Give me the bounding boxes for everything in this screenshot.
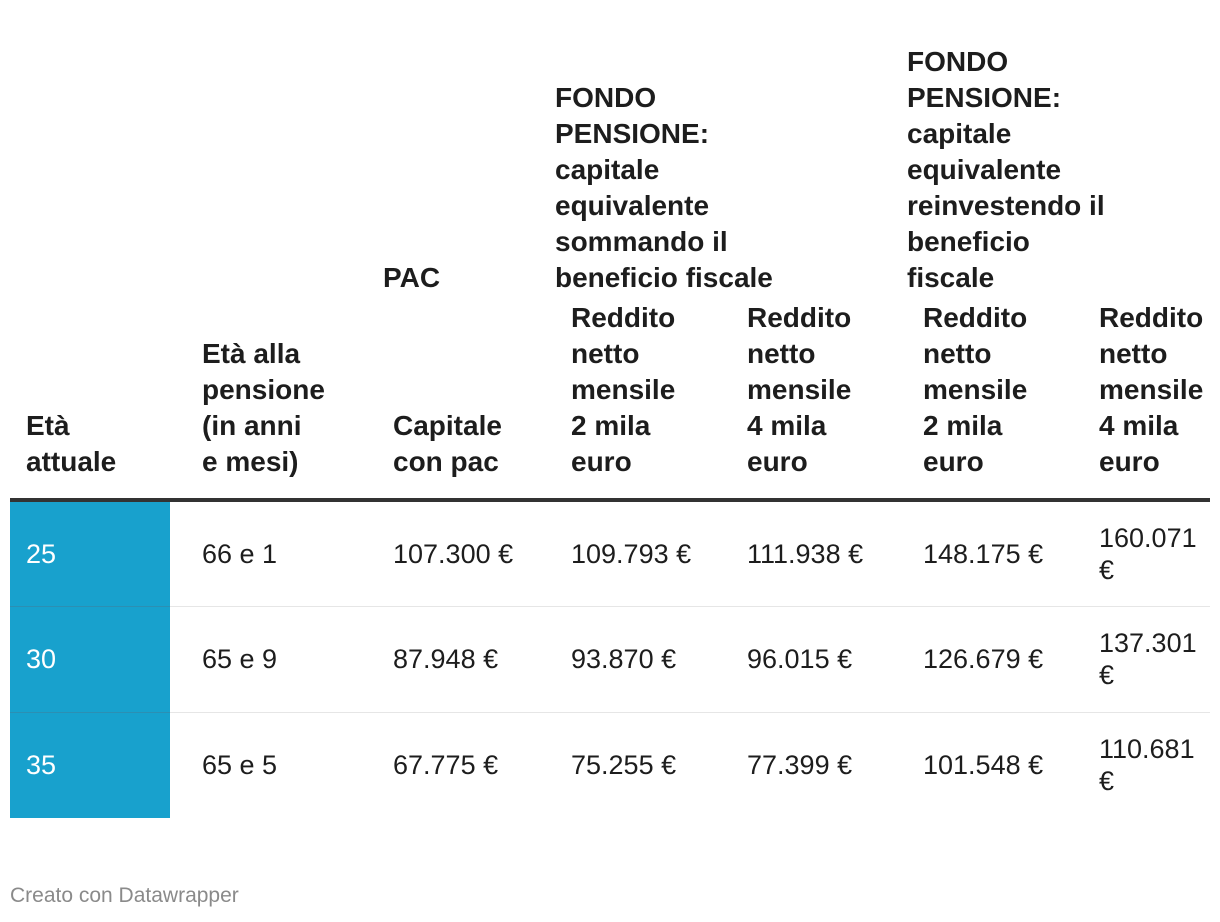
header-line: euro <box>571 446 632 477</box>
table-cell: 65 e 5 <box>202 750 278 781</box>
spanner-fondo-sommando: FONDO PENSIONE: capitale equivalente sommand… <box>539 0 891 300</box>
header-line: 2 mila <box>571 410 651 441</box>
table-cell: 109.793 € <box>539 500 715 607</box>
header-line: Età alla <box>202 338 301 369</box>
table-cell: 148.175 € <box>891 500 1067 607</box>
header-line: sommando il <box>555 226 728 257</box>
data-table: PAC FONDO PENSIONE: capitale equivalente som… <box>10 0 1210 818</box>
table-cell: 87.948 € <box>361 606 539 713</box>
column-header-fondo-sommando-2mila[interactable]: Reddito netto mensile 2 mila euro <box>539 300 715 502</box>
header-line: PENSIONE: <box>555 118 710 149</box>
table-cell: 110.681 € <box>1099 734 1195 797</box>
table-cell: 107.300 € <box>361 500 539 607</box>
header-line: 4 mila <box>747 410 827 441</box>
table-cell-eta-attuale: 35 <box>10 712 170 818</box>
header-line: pensione <box>202 374 325 405</box>
header-line: e mesi) <box>202 446 299 477</box>
header-line: mensile <box>747 374 852 405</box>
header-line: PENSIONE: <box>907 82 1062 113</box>
table-cell: 66 e 1 <box>170 500 361 607</box>
table-cell: 93.870 € <box>539 606 715 713</box>
header-line: fiscale <box>907 262 995 293</box>
column-header-capitale-pac[interactable]: Capitale con pac <box>361 300 539 502</box>
header-line: netto <box>923 338 992 369</box>
header-line: Reddito <box>1099 302 1204 333</box>
header-line: con pac <box>393 446 499 477</box>
spanner-row: PAC FONDO PENSIONE: capitale equivalente som… <box>10 0 1210 300</box>
column-header-fondo-reinvestendo-2mila[interactable]: Reddito netto mensile 2 mila euro <box>891 300 1067 502</box>
table-cell: 101.548 € <box>923 750 1044 781</box>
table-cell: 160.071 € <box>1067 500 1210 607</box>
header-line: Reddito <box>571 302 676 333</box>
header-line: beneficio <box>907 226 1030 257</box>
header-line: beneficio fiscale <box>555 262 773 293</box>
header-line: (in anni <box>202 410 302 441</box>
table-row: 25 66 e 1 107.300 € 109.793 € 111.938 € … <box>10 500 1210 607</box>
header-line: euro <box>923 446 984 477</box>
table-row: 30 65 e 9 87.948 € 93.870 € 96.015 € 126… <box>10 606 1210 713</box>
header-line: netto <box>571 338 640 369</box>
footer-credit: Creato con Datawrapper <box>10 884 239 907</box>
header-line: Reddito <box>747 302 852 333</box>
table-cell: 137.301 € <box>1067 606 1210 713</box>
header-line: FONDO <box>907 46 1009 77</box>
header-line: reinvestendo il <box>907 190 1105 221</box>
table-cell-eta-attuale: 30 <box>10 606 170 713</box>
table-row: 35 65 e 5 67.775 € 75.255 € 77.399 € 101… <box>10 712 1210 818</box>
column-header-fondo-sommando-4mila[interactable]: Reddito netto mensile 4 mila euro <box>715 300 891 502</box>
header-line: mensile <box>1099 374 1204 405</box>
header-line: capitale <box>555 154 660 185</box>
header-line: equivalente <box>907 154 1062 185</box>
header-line: equivalente <box>555 190 710 221</box>
header-line: netto <box>1099 338 1168 369</box>
table-cell: 75.255 € <box>571 750 677 781</box>
data-table-container: PAC FONDO PENSIONE: capitale equivalente som… <box>10 0 1210 818</box>
table-cell-eta-attuale: 25 <box>10 500 170 607</box>
header-line: 4 mila <box>1099 410 1179 441</box>
column-header-row: Età attuale Età alla pensione (in anni e mes… <box>10 300 1210 502</box>
header-line: 2 mila <box>923 410 1003 441</box>
header-line: euro <box>1099 446 1160 477</box>
header-line: capitale <box>907 118 1012 149</box>
spanner-empty <box>10 0 170 300</box>
header-line: mensile <box>923 374 1028 405</box>
table-cell: 96.015 € <box>715 606 891 713</box>
header-line: Capitale <box>393 410 502 441</box>
header-line: attuale <box>26 446 117 477</box>
header-line: PAC <box>383 262 441 293</box>
spanner-fondo-reinvestendo: FONDO PENSIONE: capitale equivalente reinves… <box>891 0 1210 300</box>
table-cell: 77.399 € <box>747 750 853 781</box>
column-header-eta-attuale[interactable]: Età attuale <box>10 300 170 502</box>
header-line: FONDO <box>555 82 657 113</box>
spanner-pac: PAC <box>361 0 539 300</box>
header-line: Età <box>26 410 70 441</box>
table-cell: 126.679 € <box>891 606 1067 713</box>
column-header-fondo-reinvestendo-4mila[interactable]: Reddito netto mensile 4 mila euro <box>1067 300 1210 502</box>
header-line: netto <box>747 338 816 369</box>
header-line: mensile <box>571 374 676 405</box>
table-cell: 67.775 € <box>393 750 499 781</box>
header-line: euro <box>747 446 808 477</box>
column-header-eta-pensione[interactable]: Età alla pensione (in anni e mesi) <box>170 300 361 502</box>
table-cell: 65 e 9 <box>170 606 361 713</box>
spanner-empty <box>170 0 361 300</box>
header-line: Reddito <box>923 302 1028 333</box>
table-cell: 111.938 € <box>715 500 891 607</box>
table-body: 25 66 e 1 107.300 € 109.793 € 111.938 € … <box>10 500 1210 818</box>
